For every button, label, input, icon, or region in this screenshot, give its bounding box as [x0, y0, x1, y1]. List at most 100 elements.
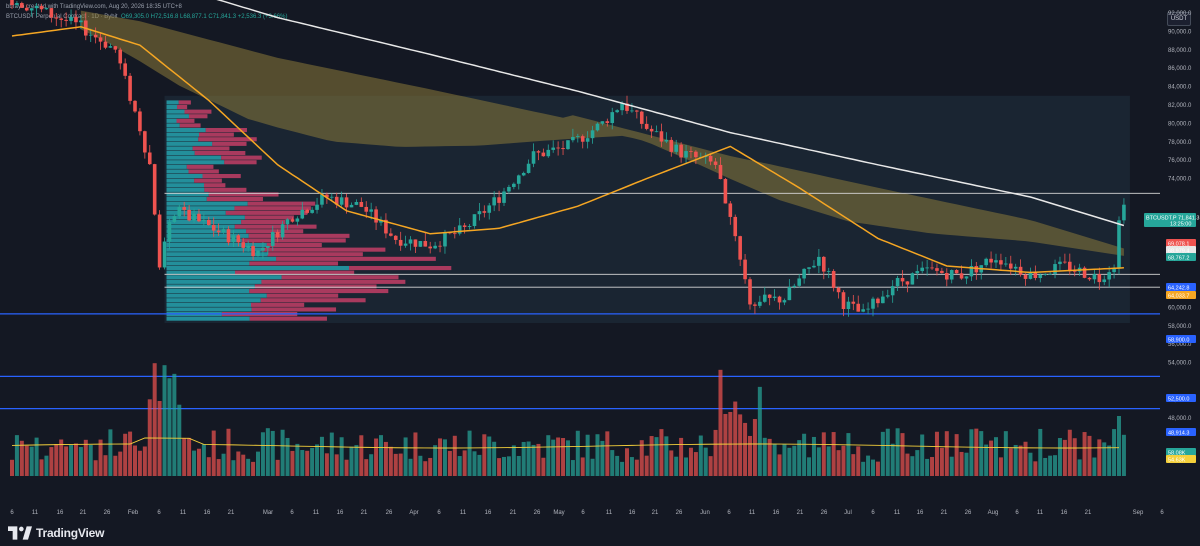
- candle-body: [915, 271, 920, 274]
- volume-bar: [521, 441, 526, 476]
- time-tick-label: 6: [581, 510, 585, 516]
- ma-cloud: [80, 10, 1124, 256]
- volume-bar: [69, 445, 74, 476]
- volume-bar: [10, 459, 14, 476]
- time-tick-label: 16: [485, 510, 492, 516]
- candle-body: [521, 172, 526, 176]
- price-tick-label: 80,000.0: [1168, 121, 1192, 127]
- vp-bull-bar: [166, 114, 189, 119]
- volume-bar: [1121, 434, 1126, 476]
- candle-body: [625, 103, 629, 111]
- volume-bar: [182, 437, 187, 476]
- volume-bar: [585, 434, 590, 476]
- volume-bar: [979, 431, 984, 476]
- time-tick-label: 6: [1015, 510, 1019, 516]
- volume-bar: [610, 450, 615, 476]
- vp-bear-bar: [241, 220, 286, 225]
- candle-body: [467, 226, 472, 227]
- symbol-legend[interactable]: BTCUSDT Perpetual Contract · 1D · Bybit …: [6, 12, 287, 22]
- vp-bull-bar: [166, 109, 185, 114]
- candle-body: [266, 245, 270, 248]
- ohlc-open: O69,305.0: [120, 14, 149, 20]
- volume-bar: [418, 455, 423, 476]
- time-axis: 6 11 16 21 26 Feb 6 11 16 21 Mar 6 11 16 21 26 Apr 6 11 16 2…: [10, 510, 1164, 516]
- volume-bar: [118, 451, 123, 476]
- candle-body: [221, 229, 226, 233]
- candle-body: [738, 236, 742, 260]
- candle-body: [994, 260, 998, 263]
- candle-body: [133, 100, 137, 112]
- vp-bear-bar: [276, 256, 436, 261]
- candle-body: [989, 258, 993, 263]
- candle-body: [182, 207, 186, 210]
- candle-body: [172, 216, 177, 222]
- vp-bear-bar: [198, 137, 257, 142]
- time-tick-label: Jun: [700, 510, 710, 516]
- time-tick-label: 6: [871, 510, 875, 516]
- currency-selector[interactable]: USDT: [1167, 12, 1191, 26]
- candle-body: [851, 301, 856, 304]
- price-tag-bg: [1144, 213, 1196, 227]
- vp-bear-bar: [177, 105, 188, 110]
- vp-bull-bar: [166, 284, 255, 289]
- vp-bull-bar: [166, 229, 247, 234]
- candle-body: [502, 191, 506, 203]
- volume-bar: [797, 440, 802, 476]
- vp-bull-bar: [166, 201, 248, 206]
- tradingview-logo[interactable]: TradingView: [8, 524, 104, 542]
- vp-bear-bar: [247, 201, 316, 206]
- volume-bar: [639, 440, 644, 476]
- volume-bar: [408, 458, 413, 476]
- candle-body: [369, 209, 373, 212]
- candle-body: [595, 123, 600, 131]
- volume-bar: [93, 460, 98, 476]
- vp-bull-bar: [166, 123, 180, 128]
- candle-body: [753, 304, 757, 306]
- candle-body: [433, 245, 437, 249]
- volume-bar: [866, 455, 871, 476]
- symbol-name[interactable]: BTCUSDT Perpetual Contract · 1D · Bybit: [6, 14, 118, 20]
- volume-bar: [133, 445, 137, 476]
- candle-body: [1023, 274, 1028, 279]
- volume-bar: [821, 432, 826, 476]
- time-tick-label: 11: [32, 510, 39, 516]
- volume-bar: [625, 448, 629, 476]
- time-tick-label: Mar: [263, 510, 273, 516]
- price-tick-label: 84,000.0: [1168, 85, 1192, 91]
- time-tick-label: 6: [727, 510, 731, 516]
- time-tick-label: 16: [1061, 510, 1068, 516]
- time-tick-label: Jul: [844, 510, 852, 516]
- time-tick-label: 16: [629, 510, 636, 516]
- volume-bar: [954, 434, 959, 476]
- candle-body: [654, 131, 659, 133]
- candle-body: [1048, 273, 1052, 275]
- time-tick-label: 6: [10, 510, 14, 516]
- candle-body: [841, 292, 846, 310]
- vp-bear-bar: [266, 243, 322, 248]
- volume-bar: [743, 422, 748, 476]
- candle-body: [945, 273, 949, 280]
- price-tick-label: 48,000.0: [1168, 416, 1192, 422]
- time-tick-label: 21: [228, 510, 235, 516]
- candle-body: [748, 279, 752, 305]
- volume-bar: [511, 445, 516, 476]
- candle-body: [679, 144, 683, 158]
- volume-bar: [83, 439, 88, 476]
- vp-bull-bar: [166, 289, 250, 294]
- candle-body: [74, 16, 78, 23]
- price-tick-label: 60,000.0: [1168, 305, 1192, 311]
- vp-bull-bar: [166, 105, 178, 110]
- candle-body: [846, 301, 851, 310]
- candle-body: [792, 285, 797, 288]
- volume-bar: [875, 461, 880, 476]
- vp-bear-bar: [246, 229, 304, 234]
- candle-body: [408, 239, 413, 244]
- vp-bull-bar: [166, 174, 203, 179]
- volume-bar: [836, 450, 841, 476]
- price-chart[interactable]: 92,000.0 90,000.0 88,000.0 86,000.0 84,000.0…: [0, 0, 1200, 516]
- volume-bar: [1023, 441, 1028, 476]
- candle-body: [920, 267, 924, 272]
- candle-body: [871, 298, 875, 309]
- candle-body: [423, 241, 428, 247]
- volume-bar: [895, 428, 900, 476]
